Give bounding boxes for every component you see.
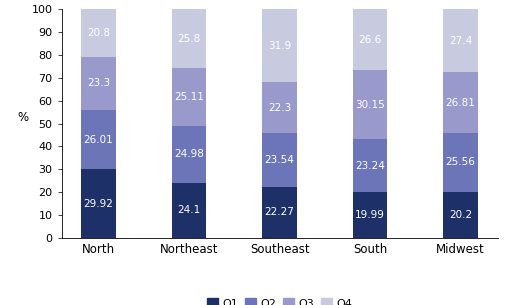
Bar xyxy=(262,133,297,187)
Text: 23.3: 23.3 xyxy=(87,78,110,88)
Bar xyxy=(443,9,478,72)
Text: 25.11: 25.11 xyxy=(174,92,204,102)
Bar xyxy=(443,133,478,192)
Bar xyxy=(353,70,387,139)
Text: 23.24: 23.24 xyxy=(355,161,385,170)
Text: 20.2: 20.2 xyxy=(449,210,472,220)
Bar xyxy=(172,68,206,126)
Bar xyxy=(262,82,297,133)
Bar xyxy=(262,187,297,238)
Text: 20.8: 20.8 xyxy=(87,28,110,38)
Legend: Q1, Q2, Q3, Q4: Q1, Q2, Q3, Q4 xyxy=(203,294,357,305)
Text: 24.1: 24.1 xyxy=(177,205,201,215)
Text: 22.3: 22.3 xyxy=(268,102,291,113)
Bar xyxy=(353,9,387,70)
Text: 25.8: 25.8 xyxy=(177,34,201,44)
Text: 24.98: 24.98 xyxy=(174,149,204,159)
Text: 31.9: 31.9 xyxy=(268,41,291,51)
Text: 19.99: 19.99 xyxy=(355,210,385,220)
Text: 25.56: 25.56 xyxy=(446,157,476,167)
Bar xyxy=(82,9,116,57)
Text: 22.27: 22.27 xyxy=(265,207,294,217)
Bar xyxy=(172,183,206,238)
Bar xyxy=(443,192,478,238)
Bar xyxy=(82,110,116,170)
Bar xyxy=(82,170,116,238)
Bar xyxy=(353,139,387,192)
Text: 29.92: 29.92 xyxy=(84,199,113,209)
Text: 26.6: 26.6 xyxy=(359,35,382,45)
Bar xyxy=(172,9,206,68)
Y-axis label: %: % xyxy=(17,110,29,124)
Bar xyxy=(172,126,206,183)
Bar xyxy=(262,9,297,82)
Bar xyxy=(82,57,116,110)
Text: 30.15: 30.15 xyxy=(355,99,385,109)
Bar xyxy=(353,192,387,238)
Text: 26.01: 26.01 xyxy=(84,135,113,145)
Bar xyxy=(443,72,478,133)
Text: 23.54: 23.54 xyxy=(265,155,294,165)
Text: 26.81: 26.81 xyxy=(446,98,476,108)
Text: 27.4: 27.4 xyxy=(449,36,472,45)
